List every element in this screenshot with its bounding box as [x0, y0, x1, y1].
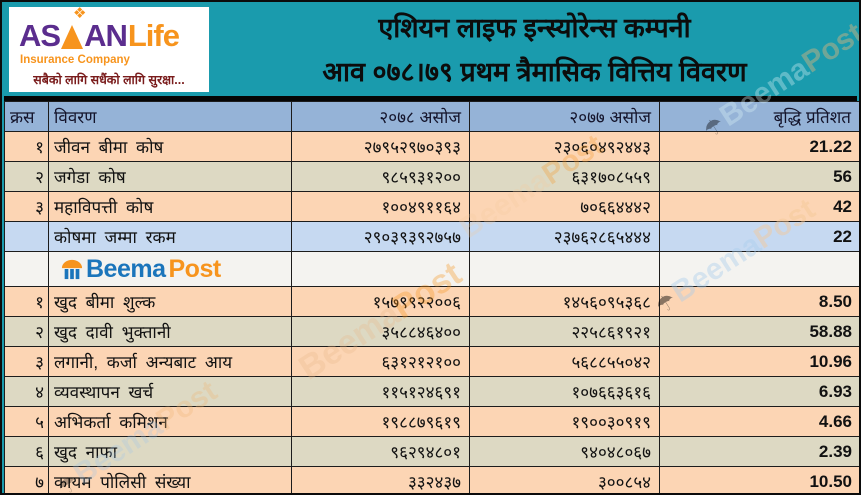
- logo-tagline: सबैको लागि सधैंको लागि सुरक्षा...: [33, 73, 185, 87]
- cell-desc: कायम पोलिसी संख्या: [48, 466, 292, 493]
- cell-desc: खुद दावी भुक्तानी: [48, 316, 292, 347]
- cell-desc: व्यवस्थापन खर्च: [48, 376, 292, 407]
- financial-table: क्रस विवरण २०७८ असोज २०७७ असोज बृद्धि प्…: [4, 101, 859, 493]
- cell-2078: ३५८८४६४००: [291, 316, 470, 347]
- beemapost-brand-row: Beema Post: [4, 251, 859, 287]
- table-row: १ खुद बीमा शुल्क १५७९९२२००६ १४५६०९५३६८ 8…: [4, 286, 859, 317]
- title-report-period: आव ०७८।७९ प्रथम त्रैमासिक वित्तिय विवरण: [322, 57, 747, 87]
- beema-text: Beema: [86, 254, 166, 283]
- table-row: २ खुद दावी भुक्तानी ३५८८४६४०० २२५८६१९२१ …: [4, 316, 859, 347]
- cell-sn: ४: [4, 376, 49, 407]
- cell-sn: २: [4, 161, 49, 192]
- cell-2077: ३००८५४: [469, 466, 660, 493]
- beemapost-logo: Beema Post: [50, 254, 291, 284]
- cell-growth: 6.93: [659, 376, 859, 407]
- cell-growth: 22: [659, 221, 859, 252]
- umbrella-icon: [61, 259, 83, 280]
- beemapost-logo: Beema Post: [48, 251, 292, 287]
- cell-2078: ९६२९४८०१: [291, 436, 470, 467]
- table-row: ६ खुद नाफा ९६२९४८०१ ९४०४८०६७ 2.39: [4, 436, 859, 467]
- post-text: Post: [168, 254, 222, 283]
- logo-text-an: AN: [84, 18, 128, 53]
- cell-sn: २: [4, 316, 49, 347]
- logo-wordmark: AS AN Life: [19, 18, 180, 53]
- table-row: ३ महाविपत्ती कोष १००४९११६४ ७०६६४४४२ 42: [4, 191, 859, 222]
- cell-growth: 42: [659, 191, 859, 222]
- asian-life-logo: ❖ AS AN Life Insurance Company सबैको लाग…: [9, 7, 209, 92]
- cell-2078: १००४९११६४: [291, 191, 470, 222]
- cell-desc: कोषमा जम्मा रकम: [48, 221, 292, 252]
- cell-sn: १: [4, 286, 49, 317]
- cell-growth: 2.39: [659, 436, 859, 467]
- logo-text-as: AS: [19, 18, 61, 53]
- col-header-growth: बृद्धि प्रतिशत: [659, 101, 859, 132]
- cell-2077: २२५८६१९२१: [469, 316, 660, 347]
- cell-2077: १४५६०९५३६८: [469, 286, 660, 317]
- page-title: एशियन लाइफ इन्स्योरेन्स कम्पनी आव ०७८।७९…: [214, 6, 855, 94]
- cell-sn: [4, 221, 49, 252]
- cell-2078: ९८५९३१२००: [291, 161, 470, 192]
- cell-desc: लगानी, कर्जा अन्यबाट आय: [48, 346, 292, 377]
- cell-2077: ९४०४८०६७: [469, 436, 660, 467]
- cell-growth: 56: [659, 161, 859, 192]
- cell-2077: २३७६२८६५४४४: [469, 221, 660, 252]
- logo-text-life: Life: [127, 18, 180, 53]
- table-row: ३ लगानी, कर्जा अन्यबाट आय ६३१२१२१०० ५६८८…: [4, 346, 859, 377]
- table-header-row: क्रस विवरण २०७८ असोज २०७७ असोज बृद्धि प्…: [4, 101, 859, 132]
- cell-2078: ११५१२४६९१: [291, 376, 470, 407]
- cell-sn: ६: [4, 436, 49, 467]
- cell-2078: १९८८७९६१९: [291, 406, 470, 437]
- cell-desc: खुद बीमा शुल्क: [48, 286, 292, 317]
- table-row: १ जीवन बीमा कोष २७९५२९७०३९३ २३०६०४९२४४३ …: [4, 131, 859, 162]
- cell-sn: १: [4, 131, 49, 162]
- empty-cell: [469, 251, 660, 287]
- col-header-2078: २०७८ असोज: [291, 101, 470, 132]
- logo-ornament-icon: ❖: [73, 7, 87, 22]
- logo-subtitle: Insurance Company: [20, 54, 130, 66]
- empty-cell: [291, 251, 470, 287]
- fund-total-row: कोषमा जम्मा रकम २९०३९३९२७५७ २३७६२८६५४४४ …: [4, 221, 859, 252]
- cell-2077: ५६८८५५०४२: [469, 346, 660, 377]
- cell-2078: १५७९९२२००६: [291, 286, 470, 317]
- col-header-2077: २०७७ असोज: [469, 101, 660, 132]
- cell-desc: जगेडा कोष: [48, 161, 292, 192]
- cell-desc: खुद नाफा: [48, 436, 292, 467]
- cell-desc: जीवन बीमा कोष: [48, 131, 292, 162]
- cell-sn: ३: [4, 346, 49, 377]
- page-header: ❖ AS AN Life Insurance Company सबैको लाग…: [2, 2, 859, 96]
- table-row: ७ कायम पोलिसी संख्या ३३२४३७ ३००८५४ 10.50: [4, 466, 859, 493]
- cell-sn: ३: [4, 191, 49, 222]
- cell-2078: २७९५२९७०३९३: [291, 131, 470, 162]
- cell-growth: 10.96: [659, 346, 859, 377]
- cell-growth: 4.66: [659, 406, 859, 437]
- cell-2078: ३३२४३७: [291, 466, 470, 493]
- col-header-desc: विवरण: [48, 101, 292, 132]
- cell-growth: 10.50: [659, 466, 859, 493]
- cell-2077: २३०६०४९२४४३: [469, 131, 660, 162]
- title-company-name: एशियन लाइफ इन्स्योरेन्स कम्पनी: [378, 13, 691, 43]
- cell-2077: १०७६६३६१६: [469, 376, 660, 407]
- cell-2078: ६३१२१२१००: [291, 346, 470, 377]
- cell-2077: ६३१७०८५५९: [469, 161, 660, 192]
- cell-sn: ५: [4, 406, 49, 437]
- empty-cell: [659, 251, 859, 287]
- cell-2078: २९०३९३९२७५७: [291, 221, 470, 252]
- logo-triangle-icon: [61, 25, 84, 49]
- cell-desc: अभिकर्ता कमिशन: [48, 406, 292, 437]
- cell-2077: १९००३०९१९: [469, 406, 660, 437]
- cell-2077: ७०६६४४४२: [469, 191, 660, 222]
- cell-growth: 21.22: [659, 131, 859, 162]
- empty-cell: [4, 251, 49, 287]
- financial-table-wrapper: क्रस विवरण २०७८ असोज २०७७ असोज बृद्धि प्…: [4, 96, 859, 493]
- cell-desc: महाविपत्ती कोष: [48, 191, 292, 222]
- cell-sn: ७: [4, 466, 49, 493]
- cell-growth: 58.88: [659, 316, 859, 347]
- table-row: २ जगेडा कोष ९८५९३१२०० ६३१७०८५५९ 56: [4, 161, 859, 192]
- table-row: ४ व्यवस्थापन खर्च ११५१२४६९१ १०७६६३६१६ 6.…: [4, 376, 859, 407]
- cell-growth: 8.50: [659, 286, 859, 317]
- table-row: ५ अभिकर्ता कमिशन १९८८७९६१९ १९००३०९१९ 4.6…: [4, 406, 859, 437]
- col-header-sn: क्रस: [4, 101, 49, 132]
